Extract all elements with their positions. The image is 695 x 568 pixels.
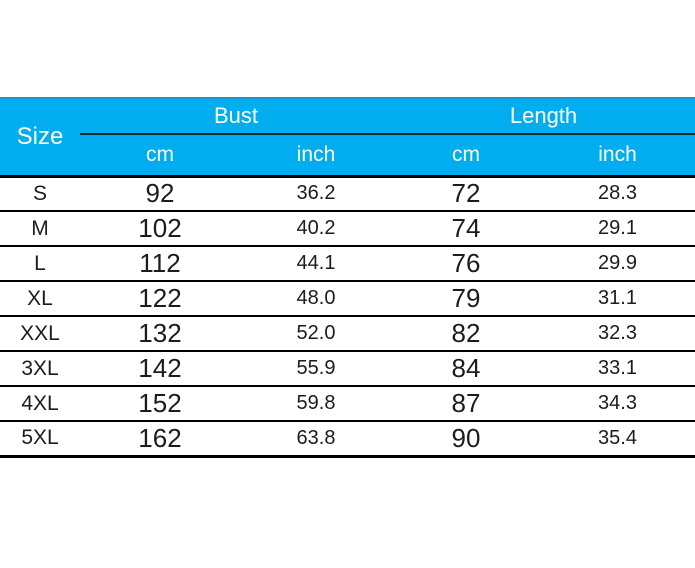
- table-row-5xl: 5XL 162 63.8 90 35.4: [0, 421, 695, 458]
- table-row-s: S 92 36.2 72 28.3: [0, 176, 695, 212]
- bust-inch-value: 48.0: [240, 281, 392, 317]
- unit-header-row: cm inch cm inch: [0, 134, 695, 178]
- length-cm-value: 87: [392, 386, 540, 422]
- length-inch-value: 29.1: [540, 211, 695, 247]
- size-label: 3XL: [0, 351, 80, 387]
- group-header-row: Size Bust Length: [0, 97, 695, 178]
- bust-inch-value: 52.0: [240, 316, 392, 352]
- length-cm-value: 84: [392, 351, 540, 387]
- bust-inch-value: 44.1: [240, 246, 392, 282]
- bust-inch-value: 59.8: [240, 386, 392, 422]
- bust-cm-header: cm: [80, 134, 240, 178]
- length-inch-value: 29.9: [540, 246, 695, 282]
- length-group-header: Length: [392, 97, 695, 135]
- length-cm-header: cm: [392, 134, 540, 178]
- table-row-l: L 112 44.1 76 29.9: [0, 246, 695, 282]
- length-inch-value: 28.3: [540, 176, 695, 212]
- length-cm-value: 82: [392, 316, 540, 352]
- bust-cm-value: 122: [80, 281, 240, 317]
- bust-cm-value: 112: [80, 246, 240, 282]
- bust-cm-value: 92: [80, 176, 240, 212]
- bust-inch-value: 40.2: [240, 211, 392, 247]
- size-label: 5XL: [0, 421, 80, 458]
- length-inch-value: 35.4: [540, 421, 695, 458]
- size-label: 4XL: [0, 386, 80, 422]
- length-inch-value: 33.1: [540, 351, 695, 387]
- bust-cm-value: 162: [80, 421, 240, 458]
- length-cm-value: 72: [392, 176, 540, 212]
- length-cm-value: 90: [392, 421, 540, 458]
- length-cm-value: 74: [392, 211, 540, 247]
- bust-group-header: Bust: [80, 97, 392, 135]
- bust-inch-value: 55.9: [240, 351, 392, 387]
- length-cm-value: 79: [392, 281, 540, 317]
- size-label: L: [0, 246, 80, 282]
- bust-cm-value: 132: [80, 316, 240, 352]
- bust-cm-value: 142: [80, 351, 240, 387]
- bust-inch-header: inch: [240, 134, 392, 178]
- length-inch-value: 34.3: [540, 386, 695, 422]
- table-row-m: M 102 40.2 74 29.1: [0, 211, 695, 247]
- length-inch-value: 32.3: [540, 316, 695, 352]
- table-row-xl: XL 122 48.0 79 31.1: [0, 281, 695, 317]
- size-chart-body: S 92 36.2 72 28.3 M 102 40.2 74 29.1 L 1…: [0, 176, 695, 458]
- size-label: XL: [0, 281, 80, 317]
- length-cm-value: 76: [392, 246, 540, 282]
- size-column-header: Size: [0, 97, 80, 178]
- table-row-xxl: XXL 132 52.0 82 32.3: [0, 316, 695, 352]
- bust-inch-value: 63.8: [240, 421, 392, 458]
- bust-inch-value: 36.2: [240, 176, 392, 212]
- bust-cm-value: 152: [80, 386, 240, 422]
- table-row-3xl: 3XL 142 55.9 84 33.1: [0, 351, 695, 387]
- length-inch-header: inch: [540, 134, 695, 178]
- table-row-4xl: 4XL 152 59.8 87 34.3: [0, 386, 695, 422]
- length-inch-value: 31.1: [540, 281, 695, 317]
- size-chart-header: Size Bust Length cm inch cm inch: [0, 97, 695, 178]
- size-label: XXL: [0, 316, 80, 352]
- size-chart-table: Size Bust Length cm inch cm inch S 92 36…: [0, 97, 695, 458]
- size-label: S: [0, 176, 80, 212]
- size-label: M: [0, 211, 80, 247]
- bust-cm-value: 102: [80, 211, 240, 247]
